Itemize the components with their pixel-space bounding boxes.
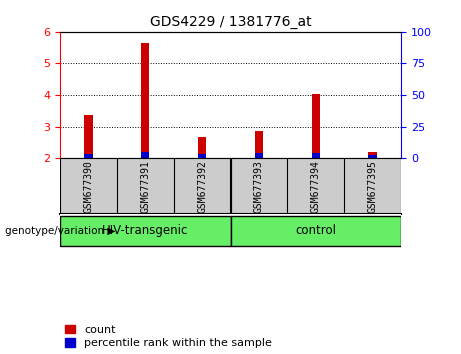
Bar [254, 131, 263, 158]
Bar [198, 154, 207, 158]
Text: GSM677394: GSM677394 [311, 160, 321, 212]
Bar [60, 216, 230, 246]
Bar [84, 115, 93, 158]
Bar [141, 43, 149, 158]
Text: GSM677395: GSM677395 [367, 160, 378, 212]
Text: GSM677391: GSM677391 [140, 160, 150, 212]
Bar [312, 94, 320, 158]
Bar [312, 153, 320, 158]
Text: GSM677392: GSM677392 [197, 160, 207, 212]
Bar [198, 137, 207, 158]
Legend: count, percentile rank within the sample: count, percentile rank within the sample [65, 325, 272, 348]
Bar [230, 216, 401, 246]
Text: GSM677390: GSM677390 [83, 160, 94, 212]
Text: HIV-transgenic: HIV-transgenic [102, 224, 189, 238]
Bar [254, 153, 263, 158]
Title: GDS4229 / 1381776_at: GDS4229 / 1381776_at [150, 16, 311, 29]
Text: genotype/variation ▶: genotype/variation ▶ [5, 226, 115, 236]
Bar [141, 152, 149, 158]
Bar [368, 152, 377, 158]
Bar [368, 155, 377, 158]
Text: control: control [296, 224, 336, 238]
Bar [84, 154, 93, 158]
Text: GSM677393: GSM677393 [254, 160, 264, 212]
